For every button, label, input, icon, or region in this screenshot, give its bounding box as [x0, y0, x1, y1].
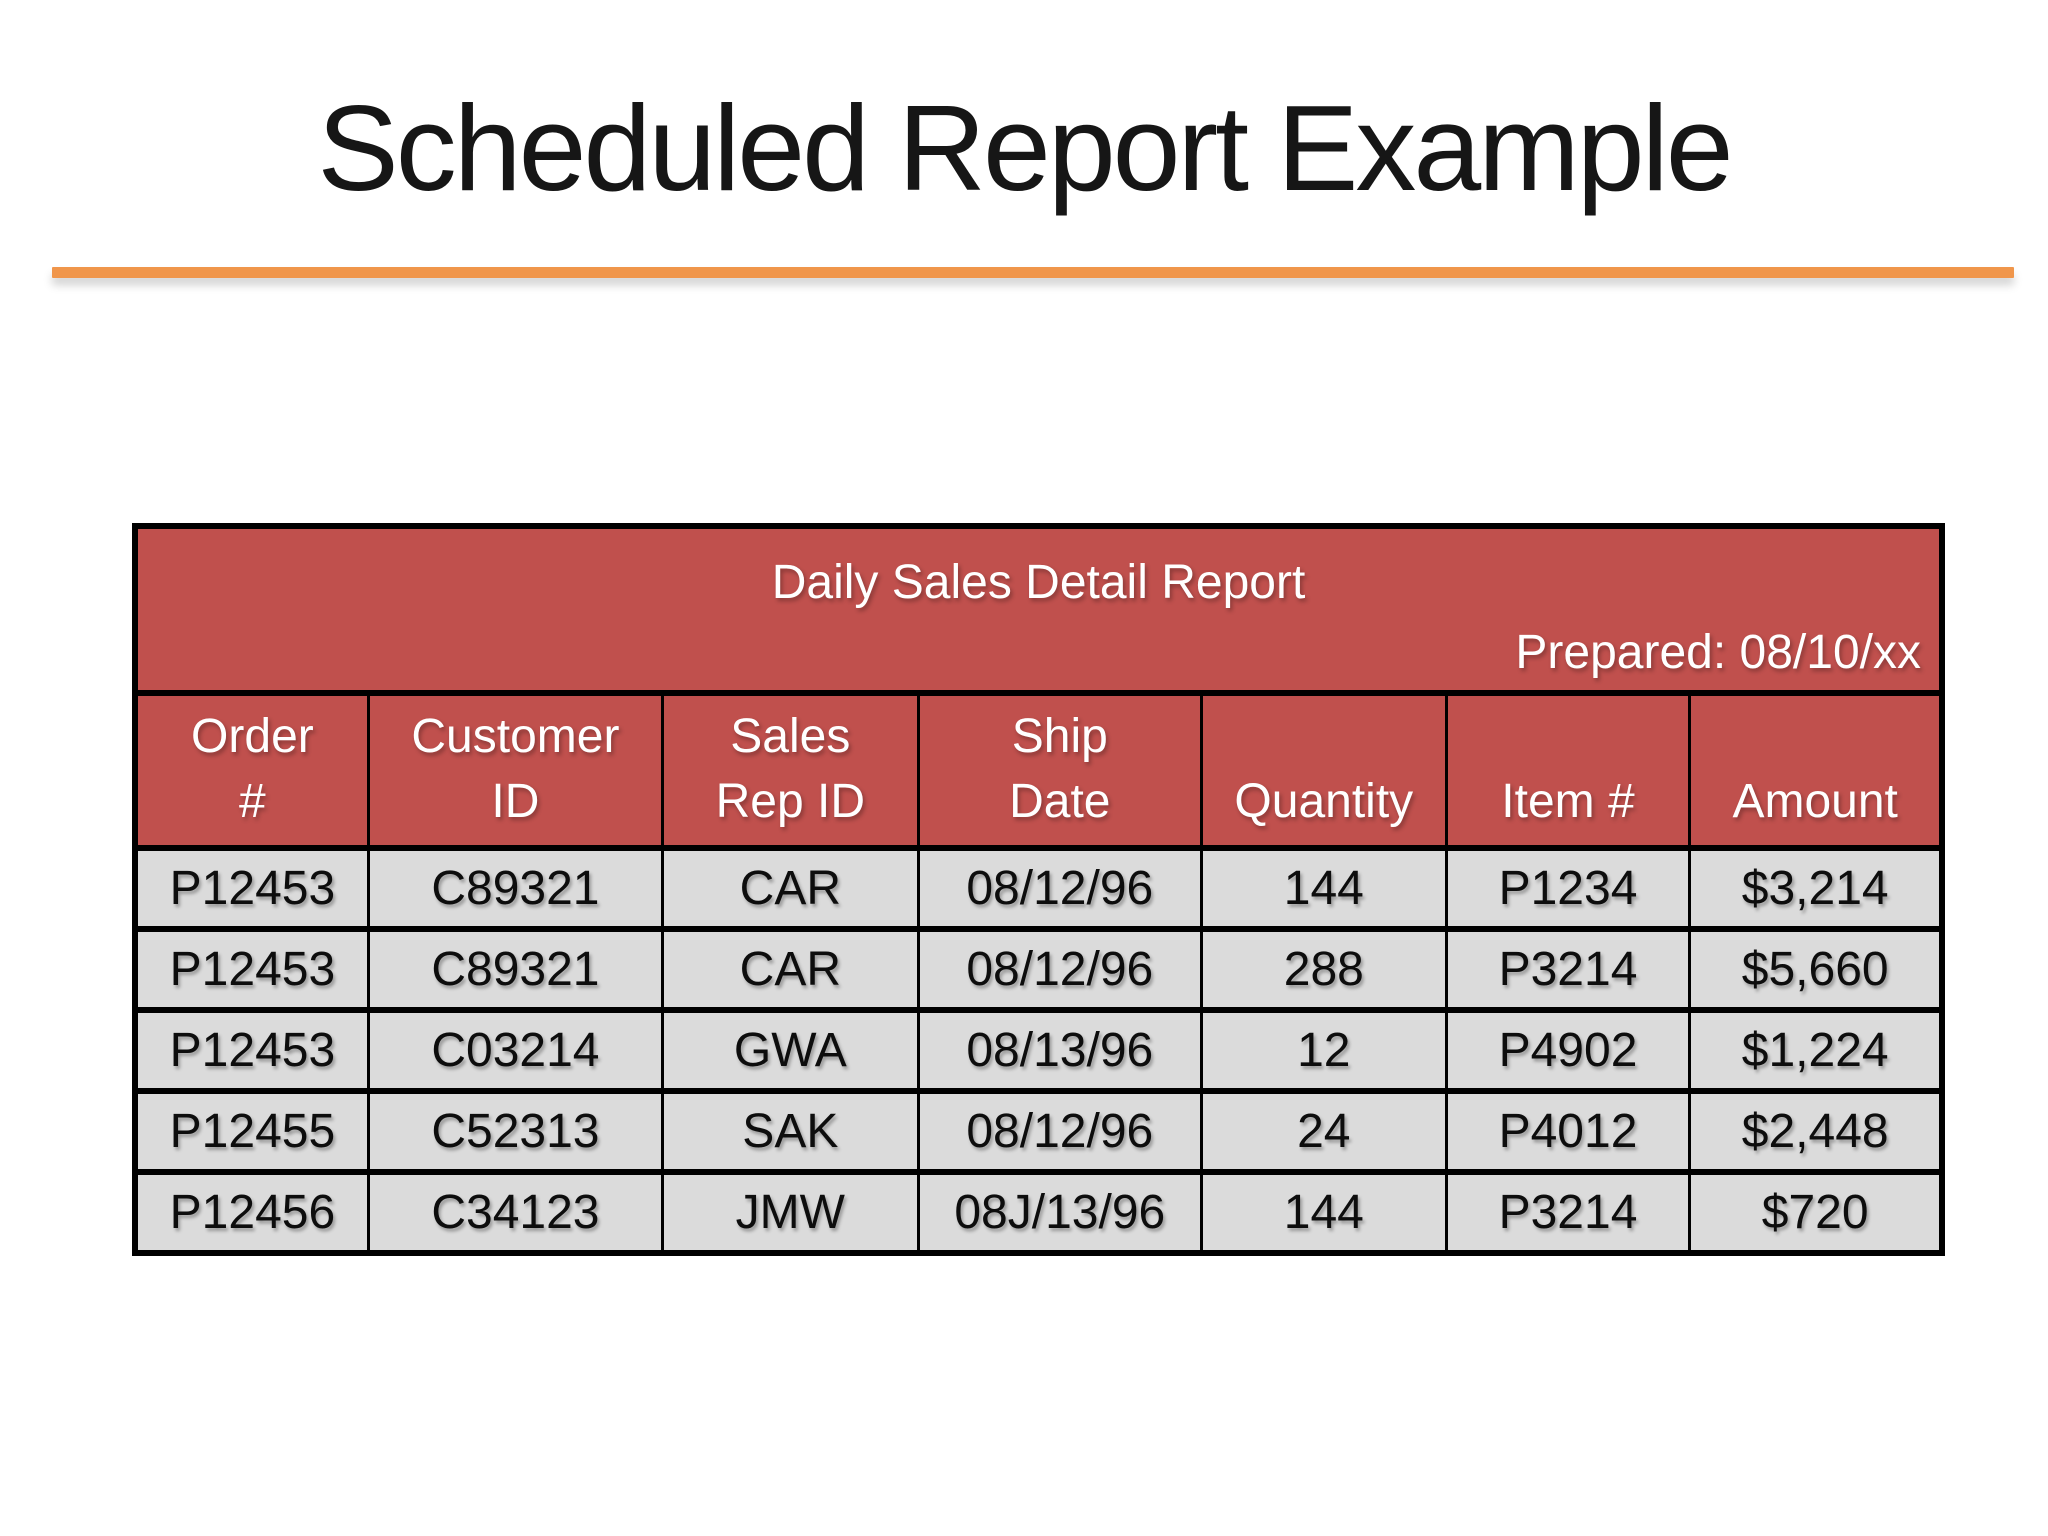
table-cell: P12456	[138, 1175, 367, 1250]
table-cell: P1234	[1447, 851, 1689, 926]
table-cell: P4902	[1447, 1013, 1689, 1088]
table-cell: $720	[1691, 1175, 1939, 1250]
table-cell: 288	[1202, 932, 1445, 1007]
column-header-amount: Amount	[1691, 696, 1939, 845]
report-title: Daily Sales Detail Report	[771, 556, 1306, 609]
table-cell: $5,660	[1691, 932, 1939, 1007]
table-cell: 08/12/96	[919, 1094, 1200, 1169]
table-cell: 08/12/96	[919, 851, 1200, 926]
table-cell: P3214	[1447, 1175, 1689, 1250]
daily-sales-report-table: Daily Sales Detail Report Prepared: 08/1…	[132, 523, 1945, 1256]
column-header-customer-id: Customer ID	[369, 696, 662, 845]
table-cell: C52313	[369, 1094, 662, 1169]
table-cell: $1,224	[1691, 1013, 1939, 1088]
column-header-quantity: Quantity	[1202, 696, 1445, 845]
table-cell: $3,214	[1691, 851, 1939, 926]
table-cell: P3214	[1447, 932, 1689, 1007]
column-header-order-number: Order #	[138, 696, 367, 845]
table-cell: JMW	[664, 1175, 917, 1250]
table-cell: P12453	[138, 932, 367, 1007]
table-cell: 144	[1202, 851, 1445, 926]
table-cell: 08/13/96	[919, 1013, 1200, 1088]
table-cell: CAR	[664, 851, 917, 926]
column-header-item-number: Item #	[1447, 696, 1689, 845]
prepared-date-label: Prepared: 08/10/xx	[1515, 626, 1921, 679]
table-cell: C89321	[369, 851, 662, 926]
page-title: Scheduled Report Example	[317, 80, 1733, 216]
table-cell: CAR	[664, 932, 917, 1007]
accent-divider-line	[52, 267, 2014, 278]
table-cell: GWA	[664, 1013, 917, 1088]
column-header-ship-date: Ship Date	[919, 696, 1200, 845]
table-cell: C03214	[369, 1013, 662, 1088]
table-cell: 144	[1202, 1175, 1445, 1250]
table-cell: $2,448	[1691, 1094, 1939, 1169]
column-header-sales-rep-id: Sales Rep ID	[664, 696, 917, 845]
table-cell: SAK	[664, 1094, 917, 1169]
table-cell: P4012	[1447, 1094, 1689, 1169]
table-cell: 08J/13/96	[919, 1175, 1200, 1250]
table-cell: P12453	[138, 851, 367, 926]
table-cell: 08/12/96	[919, 932, 1200, 1007]
table-cell: P12453	[138, 1013, 367, 1088]
table-cell: 24	[1202, 1094, 1445, 1169]
table-cell: P12455	[138, 1094, 367, 1169]
table-banner: Daily Sales Detail Report Prepared: 08/1…	[138, 529, 1939, 690]
table-cell: C34123	[369, 1175, 662, 1250]
table-cell: 12	[1202, 1013, 1445, 1088]
table-cell: C89321	[369, 932, 662, 1007]
